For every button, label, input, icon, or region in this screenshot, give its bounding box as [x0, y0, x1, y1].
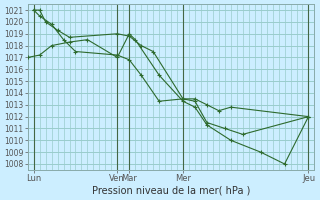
X-axis label: Pression niveau de la mer( hPa ): Pression niveau de la mer( hPa ) [92, 186, 250, 196]
